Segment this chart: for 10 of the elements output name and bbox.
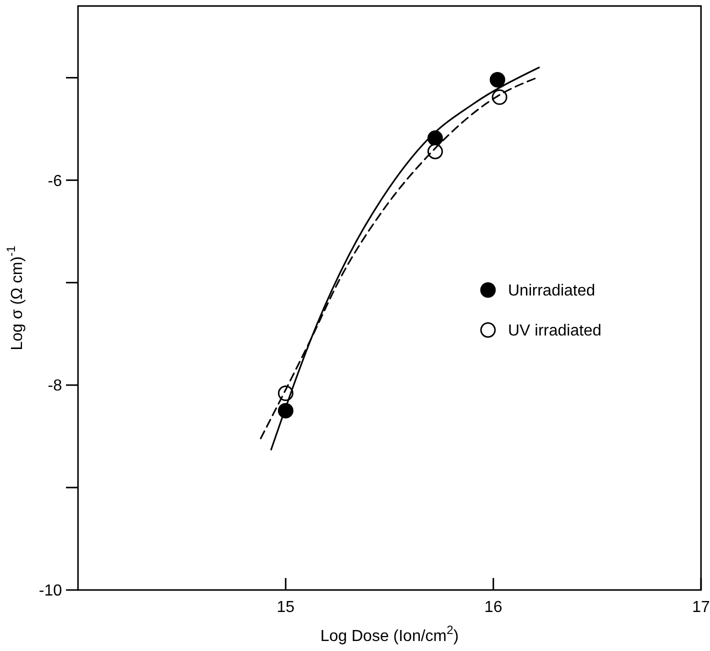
- x-axis-title: Log Dose (Ion/cm$^{2}$): [320, 623, 459, 645]
- legend-label: Unirradiated: [508, 282, 596, 300]
- legend-label: UV irradiated: [508, 322, 602, 340]
- y-tick-label: -10: [38, 582, 62, 600]
- point: [490, 72, 506, 88]
- x-tick-label: 16: [484, 599, 502, 616]
- x-tick-label: 15: [276, 599, 295, 616]
- y-tick-label: -6: [48, 172, 62, 190]
- x-tick-label: 17: [692, 599, 710, 616]
- y-tick-label: -8: [48, 378, 62, 395]
